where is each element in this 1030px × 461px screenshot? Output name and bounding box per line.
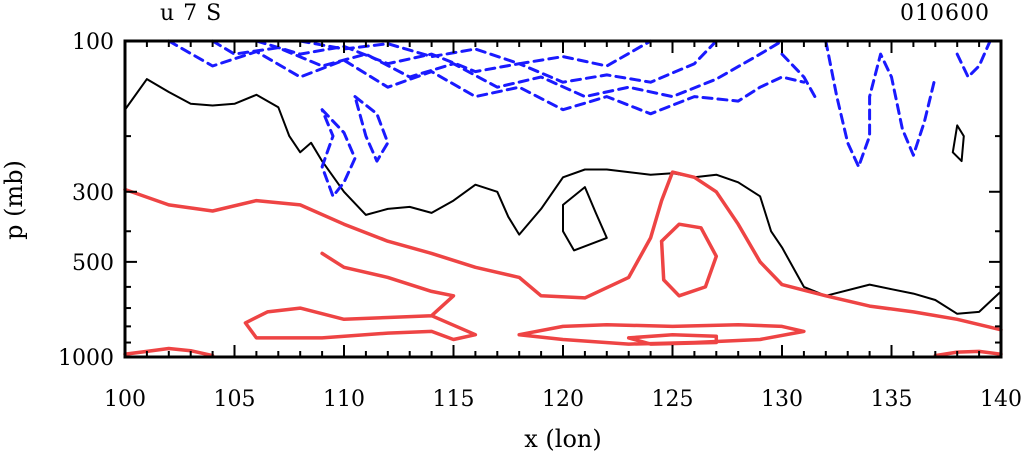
chart-title-left: u 7 S bbox=[160, 1, 222, 26]
contour-zero-1 bbox=[562, 186, 608, 252]
x-axis-label: x (lon) bbox=[524, 425, 601, 453]
contour-negative-15 bbox=[353, 95, 390, 163]
contour-negative-13 bbox=[298, 39, 653, 68]
y-tick-labels: 100 300 500 1000 bbox=[58, 30, 114, 371]
y-axis-label: p (mb) bbox=[0, 160, 28, 240]
contour-positive-3 bbox=[123, 170, 1003, 332]
contour-negative-12 bbox=[254, 39, 718, 84]
x-tick-label-140: 140 bbox=[980, 387, 1022, 412]
x-tick-label-110: 110 bbox=[323, 387, 365, 412]
x-tick-label-120: 120 bbox=[542, 387, 584, 412]
contour-positive-9 bbox=[933, 349, 1003, 358]
contour-negative-11 bbox=[211, 39, 784, 99]
contour-negative-18 bbox=[955, 39, 992, 79]
x-tick-label-105: 105 bbox=[214, 387, 256, 412]
contour-negative-10 bbox=[167, 39, 806, 116]
y-tick-label-100: 100 bbox=[72, 30, 114, 55]
y-tick-label-1000: 1000 bbox=[58, 346, 114, 371]
contour-positive-4 bbox=[659, 222, 719, 298]
y-tick-label-500: 500 bbox=[72, 251, 114, 276]
x-tick-label-125: 125 bbox=[652, 387, 694, 412]
contour-positive-6 bbox=[517, 322, 806, 346]
contour-layer bbox=[123, 39, 1003, 358]
chart-title-right: 010600 bbox=[900, 1, 990, 26]
x-tick-label-135: 135 bbox=[871, 387, 913, 412]
x-tick-labels: 100 105 110 115 120 125 130 135 140 bbox=[104, 387, 1022, 412]
x-tick-label-115: 115 bbox=[433, 387, 475, 412]
x-tick-label-130: 130 bbox=[761, 387, 803, 412]
y-tick-label-300: 300 bbox=[72, 181, 114, 206]
contour-zero-2 bbox=[951, 124, 965, 163]
contour-positive-7 bbox=[626, 332, 719, 346]
x-tick-label-100: 100 bbox=[104, 387, 146, 412]
contour-negative-16 bbox=[824, 39, 937, 169]
contour-negative-14 bbox=[320, 108, 357, 198]
contour-negative-17 bbox=[780, 52, 817, 99]
contour-positive-8 bbox=[123, 346, 215, 358]
contour-positive-5 bbox=[243, 251, 478, 342]
tick-layer bbox=[124, 40, 1002, 358]
